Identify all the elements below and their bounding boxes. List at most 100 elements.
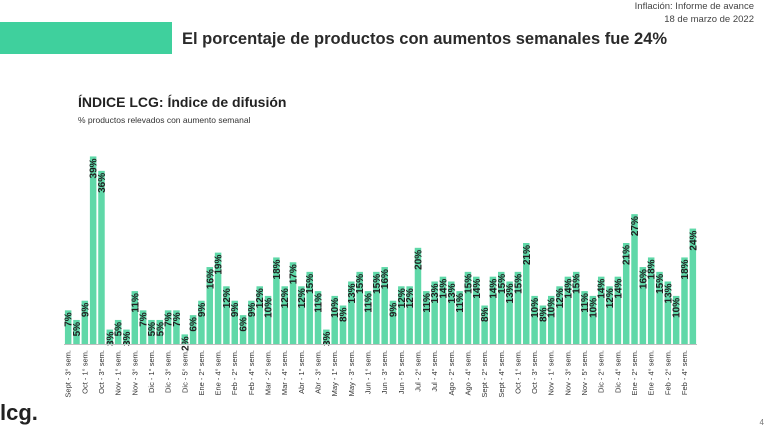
bar-value-label: 19% — [214, 255, 225, 275]
x-tick-label: Dic - 3° sem. — [164, 350, 173, 393]
bar — [481, 305, 488, 344]
x-tick-label: Abr - 1° sem. — [297, 350, 306, 394]
bar-value-label: 3% — [122, 331, 133, 346]
x-tick-label: Ene - 4° sem. — [647, 350, 656, 396]
bar-value-label: 3% — [105, 331, 116, 346]
bar — [173, 310, 180, 344]
x-tick-label: Oct - 1° sem. — [513, 350, 522, 394]
bar-value-label: 10% — [672, 298, 683, 318]
x-tick-label: Dic - 1° sem. — [147, 350, 156, 393]
bar — [423, 291, 430, 344]
bar — [256, 286, 263, 344]
bar-value-label: 12% — [405, 288, 416, 308]
bar-value-label: 10% — [547, 298, 558, 318]
bar — [439, 276, 447, 344]
bar-value-label: 21% — [622, 245, 633, 265]
x-tick-label: Jun - 1° sem. — [364, 350, 373, 394]
bar-value-label: 12% — [397, 288, 408, 308]
page-number: 4 — [759, 418, 764, 427]
x-tick-label: Jul - 4° sem. — [430, 350, 439, 392]
x-tick-label: Ago - 2° sem. — [447, 350, 456, 396]
bar — [348, 281, 355, 344]
x-tick-label: Nov - 1° sem. — [547, 350, 556, 396]
bar — [181, 334, 189, 344]
lcg-logo: lcg. — [0, 400, 38, 425]
bar-value-label: 15% — [497, 274, 508, 294]
bar — [248, 300, 255, 344]
x-tick-label: Mar - 4° sem. — [280, 350, 289, 395]
bar-value-label: 14% — [488, 279, 499, 299]
bar-value-label: 14% — [563, 279, 574, 299]
bar — [364, 291, 372, 344]
bar — [114, 319, 122, 344]
bar — [473, 276, 480, 344]
x-tick-label: Nov - 3° sem. — [130, 350, 139, 396]
bar-value-label: 18% — [647, 259, 658, 279]
bar-value-label: 9% — [388, 303, 399, 318]
bar — [264, 295, 272, 344]
bar-value-label: 14% — [438, 279, 449, 299]
x-tick-label: Oct - 3° sem. — [97, 350, 106, 394]
bar — [306, 271, 313, 344]
bar — [431, 281, 438, 344]
x-tick-label: Mar - 2° sem. — [264, 350, 273, 395]
bar-value-label: 14% — [472, 279, 483, 299]
bar — [139, 310, 147, 344]
bar-value-label: 15% — [655, 274, 666, 294]
bar-value-label: 13% — [430, 283, 441, 303]
x-tick-label: Dic - 4° sem. — [613, 350, 622, 393]
header-accent-banner — [0, 22, 172, 54]
bar-value-label: 27% — [630, 216, 641, 236]
bar-value-label: 12% — [605, 288, 616, 308]
bar — [531, 295, 538, 344]
bar — [273, 257, 280, 344]
bar-value-label: 5% — [114, 322, 125, 337]
bar — [223, 286, 230, 344]
bar-value-label: 11% — [580, 293, 591, 313]
bar — [581, 291, 588, 344]
bar-value-label: 21% — [522, 245, 533, 265]
bar-value-label: 12% — [297, 288, 308, 308]
bar — [198, 300, 205, 344]
x-tick-label: Ago - 4° sem. — [463, 350, 472, 396]
bar-value-label: 11% — [455, 293, 466, 313]
bar-value-label: 7% — [139, 312, 150, 327]
bar — [289, 262, 297, 344]
x-tick-label: Nov - 1° sem. — [114, 350, 123, 396]
bar-value-label: 39% — [89, 158, 100, 178]
bar — [589, 295, 597, 344]
bar — [489, 276, 497, 344]
bar — [622, 243, 630, 344]
bar — [514, 271, 522, 344]
bar-value-label: 5% — [155, 322, 166, 337]
x-tick-label: Ene - 2° sem. — [630, 350, 639, 396]
bar — [506, 281, 513, 344]
bar — [239, 315, 247, 344]
x-tick-label: Jun - 3° sem. — [380, 350, 389, 394]
x-tick-label: Sept - 2° sem. — [480, 350, 489, 398]
x-tick-label: Jul - 2° sem. — [413, 350, 422, 392]
report-title: Inflación: Informe de avance 18 de marzo… — [635, 0, 754, 26]
bar-value-label: 12% — [280, 288, 291, 308]
x-tick-label: Feb - 4° sem. — [680, 350, 689, 395]
bar-value-label: 8% — [538, 307, 549, 322]
bar — [323, 329, 330, 344]
x-tick-label: Dic - 5° sem. — [180, 350, 189, 393]
bar — [131, 291, 139, 344]
bar — [614, 276, 622, 344]
bar — [548, 295, 555, 344]
bar-value-label: 9% — [197, 303, 208, 318]
bar-value-label: 8% — [339, 307, 350, 322]
bar-value-label: 7% — [172, 312, 183, 327]
bar-value-label: 5% — [147, 322, 158, 337]
bar-value-label: 15% — [463, 274, 474, 294]
x-tick-label: Oct - 1° sem. — [80, 350, 89, 394]
bar-value-label: 8% — [480, 307, 491, 322]
bar-value-label: 7% — [164, 312, 175, 327]
bar-value-label: 10% — [588, 298, 599, 318]
bar — [572, 271, 580, 344]
bar-value-label: 17% — [289, 264, 300, 284]
bar — [381, 267, 388, 344]
bar-value-label: 10% — [330, 298, 341, 318]
